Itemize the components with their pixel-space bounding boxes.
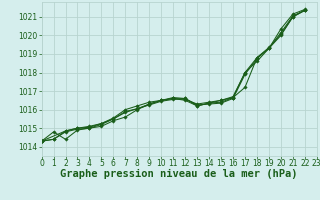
X-axis label: Graphe pression niveau de la mer (hPa): Graphe pression niveau de la mer (hPa): [60, 169, 298, 179]
